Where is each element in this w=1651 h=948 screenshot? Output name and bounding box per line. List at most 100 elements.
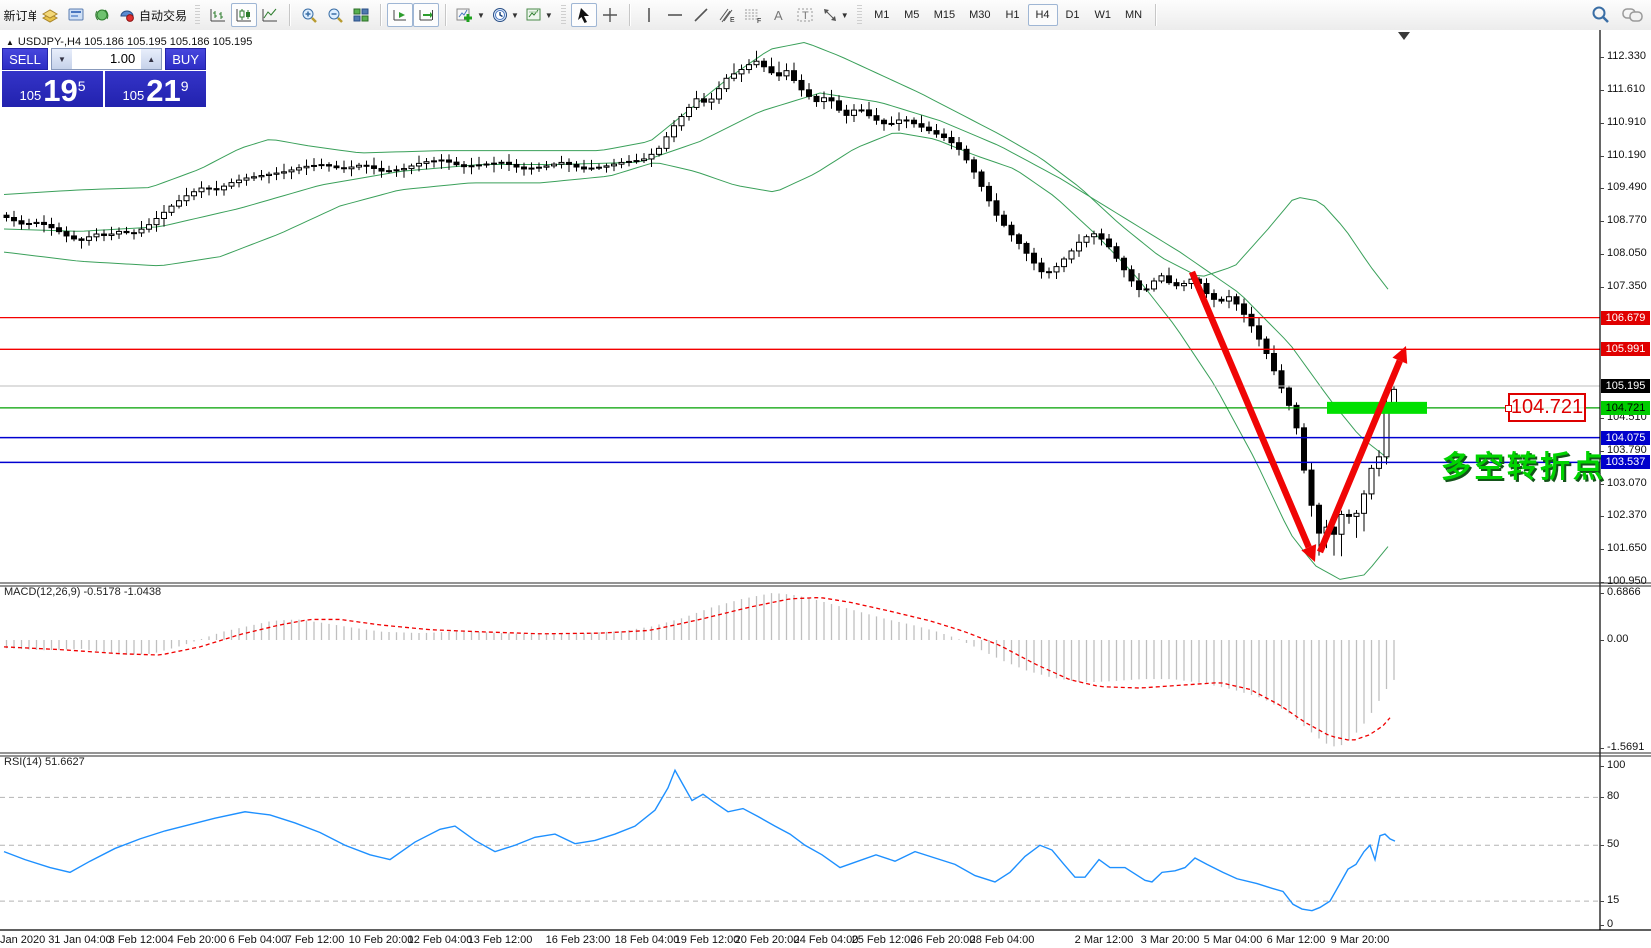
buy-button[interactable]: BUY — [165, 48, 206, 70]
price-tick: 103.070 — [1600, 477, 1651, 491]
buy-price-sup: 9 — [180, 78, 189, 94]
equidistant-channel-button[interactable]: E — [714, 3, 740, 27]
rsi-tick: 15 — [1600, 894, 1651, 908]
horizontal-line-button[interactable] — [662, 3, 688, 27]
price-tick: 108.770 — [1600, 214, 1651, 228]
macd-tick: 0.00 — [1600, 633, 1651, 647]
time-tick-label: 9 Jan 2020 — [0, 934, 46, 946]
text-label-icon: T — [796, 6, 814, 24]
tile-windows-button[interactable] — [348, 3, 374, 27]
market-watch-button[interactable] — [37, 3, 63, 27]
price-tick: 112.330 — [1600, 50, 1651, 64]
time-tick-label: 16 Feb 23:00 — [545, 934, 611, 946]
crosshair-icon — [601, 6, 619, 24]
shapes-button[interactable]: ▼ — [818, 3, 852, 27]
volume-decrease-button[interactable]: ▼ — [52, 49, 72, 69]
toolbar-drag-handle[interactable] — [560, 5, 566, 25]
buy-price[interactable]: 105 21 9 — [105, 71, 206, 107]
rsi-tick: 0 — [1600, 918, 1651, 932]
time-tick-label: 3 Mar 20:00 — [1140, 934, 1200, 946]
rsi-tick: 50 — [1600, 838, 1651, 852]
timeframe-m30-button[interactable]: M30 — [962, 4, 997, 26]
data-window-button[interactable] — [63, 3, 89, 27]
signals-button[interactable] — [89, 3, 115, 27]
auto-scroll-icon — [391, 6, 409, 24]
line-chart-icon — [261, 6, 279, 24]
vertical-line-button[interactable] — [636, 3, 662, 27]
zoom-in-button[interactable] — [296, 3, 322, 27]
svg-text:F: F — [757, 18, 761, 24]
indicators-icon — [455, 6, 475, 24]
price-callout-box[interactable]: 104.721 — [1505, 393, 1586, 422]
sell-price[interactable]: 105 19 5 — [2, 71, 103, 107]
time-tick-label: 26 Feb 20:00 — [910, 934, 976, 946]
search-icon[interactable] — [1591, 5, 1611, 25]
candlestick-chart-button[interactable] — [231, 3, 258, 27]
fibonacci-button[interactable]: F — [740, 3, 766, 27]
trendline-button[interactable] — [688, 3, 714, 27]
time-tick-label: 9 Mar 20:00 — [1330, 934, 1390, 946]
candlestick-chart-icon — [235, 6, 253, 24]
collapse-triangle-icon[interactable]: ▲ — [6, 38, 14, 47]
price-tick: 107.350 — [1600, 280, 1651, 294]
text-button[interactable]: A — [766, 3, 792, 27]
timeframe-group: M1 M5 M15 M30 H1 H4 D1 W1 MN — [864, 0, 1152, 30]
text-label-button[interactable]: T — [792, 3, 818, 27]
price-line-label: 103.537 — [1601, 455, 1650, 470]
text-icon: A — [772, 6, 786, 24]
new-order-button[interactable]: 新订单 — [3, 3, 37, 27]
zoom-in-icon — [300, 6, 318, 24]
autotrading-button[interactable]: 自动交易 — [115, 3, 190, 27]
volume-stepper: ▼ 1.00 ▲ — [51, 48, 163, 70]
chat-icon[interactable] — [1621, 5, 1645, 25]
zoom-out-button[interactable] — [322, 3, 348, 27]
price-line-label: 105.195 — [1601, 379, 1650, 393]
macd-tick: -1.5691 — [1600, 741, 1651, 755]
crosshair-button[interactable] — [597, 3, 623, 27]
price-line-label: 104.075 — [1601, 430, 1650, 445]
time-tick-label: 7 Feb 12:00 — [285, 934, 345, 946]
timeframe-w1-button[interactable]: W1 — [1088, 4, 1119, 26]
price-tick: 108.050 — [1600, 247, 1651, 261]
auto-scroll-button[interactable] — [387, 3, 414, 27]
timeframe-d1-button[interactable]: D1 — [1058, 4, 1088, 26]
indicators-button[interactable]: ▼ — [452, 3, 488, 27]
price-line-label: 106.679 — [1601, 310, 1650, 325]
chart-shift-button[interactable] — [413, 3, 440, 27]
chart-shift-marker-icon[interactable] — [1398, 32, 1410, 40]
timeframe-m5-button[interactable]: M5 — [897, 4, 927, 26]
price-axis[interactable]: 112.330 111.610 110.910 110.190 109.490 108.7… — [1600, 30, 1651, 948]
bar-chart-button[interactable] — [205, 3, 231, 27]
price-tick: 103.790 — [1600, 444, 1651, 458]
time-tick-label: 6 Feb 04:00 — [228, 934, 288, 946]
timeframe-m1-button[interactable]: M1 — [867, 4, 897, 26]
selection-handle[interactable] — [1505, 405, 1512, 412]
sell-button[interactable]: SELL — [2, 48, 48, 70]
fibonacci-icon: F — [743, 6, 763, 24]
toolbar-drag-handle[interactable] — [195, 5, 201, 25]
volume-increase-button[interactable]: ▲ — [141, 49, 162, 69]
symbol-ohlc-line: ▲ USDJPY-,H4 105.186 105.195 105.186 105.… — [6, 36, 253, 48]
time-tick-label: 12 Feb 04:00 — [407, 934, 473, 946]
periods-button[interactable]: ▼ — [488, 3, 522, 27]
volume-value[interactable]: 1.00 — [109, 51, 136, 66]
timeframe-h1-button[interactable]: H1 — [998, 4, 1028, 26]
horizontal-line-icon — [666, 6, 684, 24]
timeframe-m15-button[interactable]: M15 — [927, 4, 962, 26]
toolbar-drag-handle[interactable] — [856, 5, 862, 25]
svg-text:E: E — [730, 17, 735, 24]
sell-price-sup: 5 — [77, 78, 86, 94]
templates-button[interactable]: ▼ — [522, 3, 556, 27]
chart-canvas[interactable] — [0, 30, 1651, 948]
timeframe-mn-button[interactable]: MN — [1118, 4, 1149, 26]
chart-area[interactable]: ▲ USDJPY-,H4 105.186 105.195 105.186 105.… — [0, 30, 1651, 948]
timeframe-h4-button[interactable]: H4 — [1027, 4, 1058, 26]
sell-price-big: 19 — [43, 73, 78, 108]
equidistant-channel-icon: E — [717, 6, 737, 24]
cursor-button[interactable] — [570, 3, 597, 27]
buy-price-big: 21 — [146, 73, 181, 108]
turning-point-annotation[interactable]: 多空转折点 — [1441, 451, 1606, 484]
line-chart-button[interactable] — [257, 3, 283, 27]
